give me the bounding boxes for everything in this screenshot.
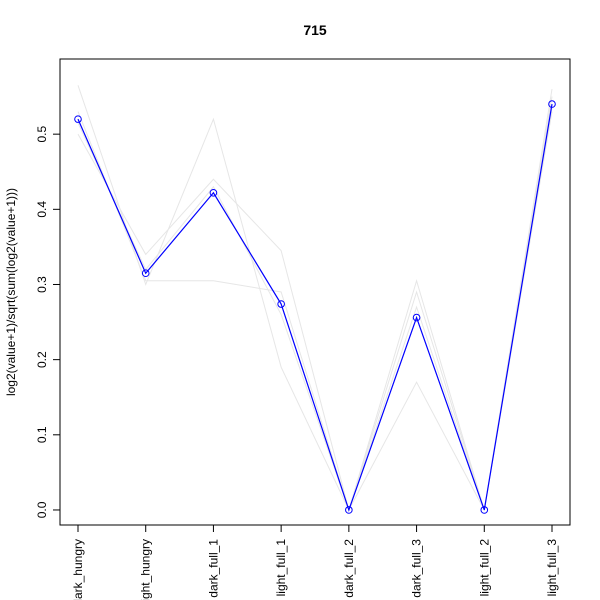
x-tick-label: dark_full_3 — [410, 539, 424, 598]
x-tick-label: light_full_3 — [545, 539, 559, 597]
replicate-series-line — [77, 111, 553, 512]
y-tick-label: 0.3 — [35, 276, 49, 293]
replicate-series-line — [77, 85, 553, 512]
x-tick-label: dark_full_2 — [342, 539, 356, 598]
data-point — [141, 269, 150, 278]
x-tick-label: light_full_1 — [274, 539, 288, 597]
y-tick-label: 0.1 — [35, 426, 49, 443]
x-tick-label: dark_full_1 — [206, 539, 220, 598]
replicate-series-line — [77, 96, 553, 512]
data-point — [209, 188, 218, 197]
replicate-lines — [77, 85, 553, 512]
mean-series — [74, 100, 556, 514]
data-point — [345, 506, 353, 514]
mean-series-line — [77, 103, 553, 512]
data-point — [548, 100, 556, 108]
replicate-series-line — [77, 107, 553, 512]
data-point — [480, 506, 489, 514]
x-tick-label: light_full_2 — [477, 539, 491, 597]
y-tick-label: 0.2 — [35, 351, 49, 368]
y-tick-label: 0.5 — [35, 125, 49, 142]
y-tick-label: 0.0 — [35, 501, 49, 518]
chart-title: 715 — [303, 22, 327, 38]
x-tick-label: light_hungry — [139, 539, 153, 600]
y-tick-label: 0.4 — [35, 201, 49, 218]
data-point — [74, 115, 82, 123]
x-axis: dark_hungry light_hungry dark_full_1 light_… — [71, 524, 559, 600]
y-axis: 0.0 0.1 0.2 0.3 0.4 0.5 — [35, 125, 61, 518]
y-axis-label: log2(value+1)/sqrt(sum(log2(value+1))) — [4, 188, 18, 396]
data-point — [412, 313, 421, 322]
data-point — [277, 300, 285, 308]
x-tick-label: dark_hungry — [71, 539, 85, 600]
